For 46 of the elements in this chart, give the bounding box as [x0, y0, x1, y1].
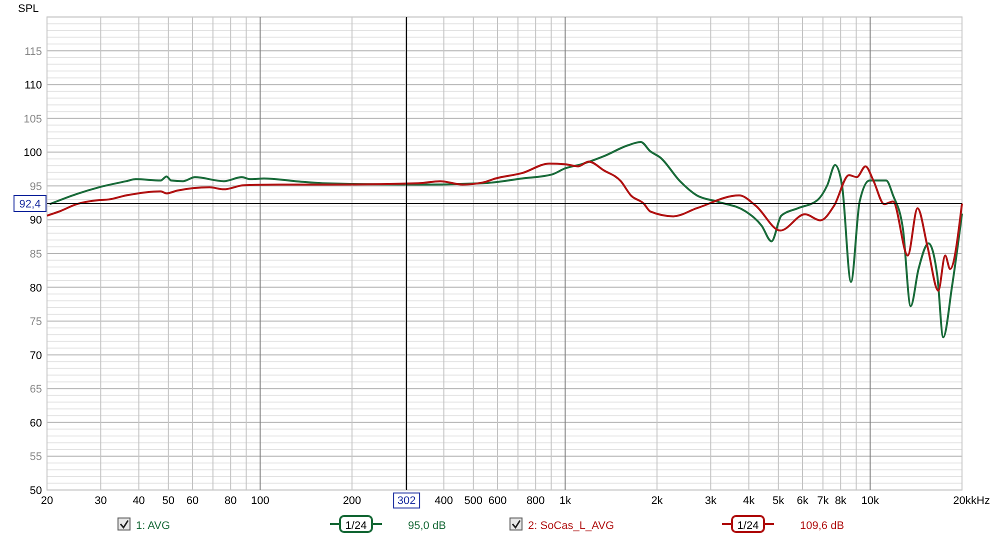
x-tick-label: 8k — [834, 495, 847, 507]
x-tick-label: 3k — [704, 495, 718, 507]
y-tick-label: 75 — [30, 316, 42, 328]
y-tick-label: 85 — [30, 248, 42, 260]
text: 1: AVG — [136, 520, 170, 532]
y-tick-label: 105 — [24, 113, 42, 126]
y-axis-title: SPL — [18, 3, 39, 15]
x-tick-label: 800 — [526, 495, 545, 507]
text: 109,6 dB — [800, 520, 844, 532]
y-tick-label: 65 — [30, 384, 42, 396]
x-tick-label: 400 — [434, 495, 453, 507]
y-tick-label: 50 — [30, 485, 42, 497]
x-tick-label: 20k — [953, 495, 972, 507]
y-tick-label: 90 — [30, 214, 42, 227]
y-tick-label: 95 — [30, 180, 42, 193]
y-tick-label: 100 — [24, 147, 42, 160]
y-tick-label: 115 — [24, 46, 42, 58]
y-tick-label: 60 — [30, 417, 42, 430]
x-axis-title: kHz — [971, 495, 990, 507]
x-tick-label: 10k — [861, 495, 880, 507]
x-tick-label: 40 — [132, 495, 145, 507]
text: 1/24 — [737, 520, 759, 532]
x-tick-label: 100 — [251, 495, 270, 507]
x-tick-label: 80 — [224, 495, 237, 507]
x-tick-label: 5k — [772, 495, 785, 507]
x-tick-label: 6k — [796, 495, 809, 507]
ref-line-label: 92,4 — [19, 198, 41, 210]
x-tick-label: 2k — [651, 495, 664, 507]
x-tick-label: 600 — [488, 495, 507, 507]
x-tick-label: 20 — [40, 495, 54, 507]
x-tick-label: 60 — [186, 495, 199, 507]
y-tick-label: 55 — [30, 451, 42, 464]
y-tick-label: 80 — [30, 282, 42, 294]
x-tick-label: 30 — [94, 495, 107, 507]
x-tick-label: 1k — [559, 495, 572, 507]
text: 2: SoCas_L_AVG — [528, 520, 614, 532]
x-tick-label: 4k — [743, 495, 756, 507]
y-tick-label: 110 — [24, 80, 42, 92]
x-tick-label: 50 — [162, 495, 174, 507]
x-tick-label: 500 — [464, 495, 483, 507]
ref-line-label: 302 — [397, 495, 416, 507]
x-tick-label: 7k — [817, 495, 830, 507]
y-tick-label: 70 — [30, 350, 42, 362]
text: 95,0 dB — [408, 520, 446, 532]
text: 1/24 — [345, 520, 367, 532]
x-tick-label: 200 — [342, 495, 362, 507]
